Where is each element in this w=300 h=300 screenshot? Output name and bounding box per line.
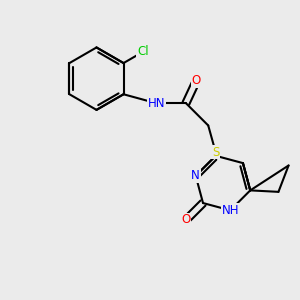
Text: NH: NH bbox=[221, 204, 239, 217]
Text: Cl: Cl bbox=[137, 45, 148, 58]
Text: O: O bbox=[192, 74, 201, 87]
Text: HN: HN bbox=[148, 97, 165, 110]
Text: S: S bbox=[212, 146, 219, 159]
Text: N: N bbox=[191, 169, 200, 182]
Text: O: O bbox=[182, 213, 191, 226]
